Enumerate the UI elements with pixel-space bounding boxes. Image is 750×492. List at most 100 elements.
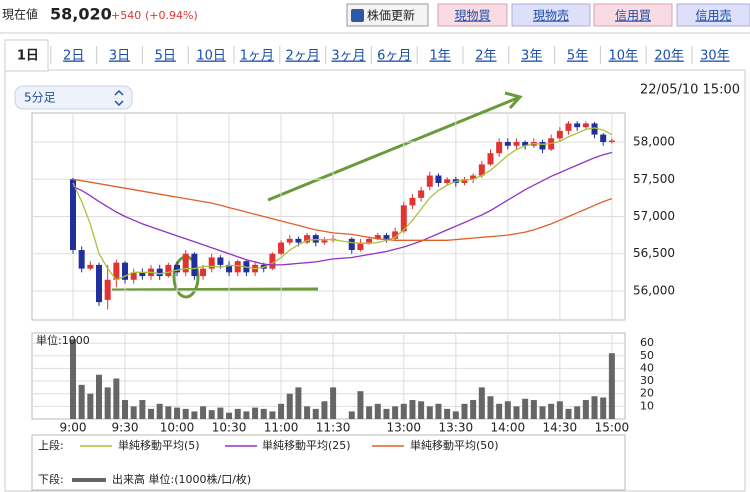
tab-active[interactable] — [4, 39, 49, 72]
tab[interactable]: 6ヶ月 — [377, 49, 411, 64]
volume-bar — [182, 408, 189, 419]
candle-body — [504, 142, 511, 146]
legend-entry: 単純移動平均(5) — [118, 438, 200, 452]
candle-body — [426, 175, 433, 187]
volume-bar — [556, 401, 563, 419]
moving-average — [72, 151, 613, 266]
tab[interactable]: 30年 — [700, 49, 730, 64]
x-tick-label: 11:00 — [264, 421, 299, 435]
candle-body — [312, 235, 319, 243]
candle-body — [478, 164, 485, 176]
tab[interactable]: 3年 — [521, 49, 542, 64]
candle-body — [130, 272, 137, 280]
select-icon — [114, 89, 124, 107]
volume-bar — [366, 406, 373, 419]
volume-bar — [574, 406, 581, 419]
volume-bar — [312, 408, 319, 419]
candle-body — [374, 235, 381, 239]
x-tick-label: 10:30 — [212, 421, 247, 435]
volume-bar — [608, 353, 615, 419]
candle-body — [608, 140, 615, 143]
volume-bar — [426, 406, 433, 419]
tab[interactable]: 2年 — [475, 49, 496, 64]
tab[interactable]: 2日 — [63, 49, 84, 64]
annotation-arrow — [267, 91, 523, 202]
volume-bar — [418, 401, 425, 419]
x-tick-label: 9:30 — [112, 421, 139, 435]
volume-bar — [565, 408, 572, 419]
button-label: 現物売 — [533, 8, 569, 23]
candle-body — [366, 238, 373, 243]
candle-body — [348, 238, 355, 251]
volume-bar — [487, 396, 494, 419]
candle-body — [522, 142, 529, 146]
candle-body — [357, 242, 364, 251]
tab[interactable]: 20年 — [654, 49, 684, 64]
price-label: 現在値 — [2, 7, 38, 22]
tab[interactable]: 1年 — [429, 49, 450, 64]
legend-label: 下段: — [38, 472, 64, 486]
interval-select[interactable] — [14, 85, 133, 110]
volume-bar — [409, 400, 416, 419]
candle-body — [321, 240, 328, 243]
button[interactable] — [593, 3, 673, 27]
tab[interactable]: 2ヶ月 — [286, 49, 320, 64]
candle-body — [87, 264, 94, 269]
tab[interactable]: 10年 — [609, 49, 639, 64]
button-label: 信用売 — [695, 8, 731, 23]
candle-body — [104, 279, 111, 300]
button[interactable] — [437, 3, 508, 27]
tab[interactable]: 10日 — [196, 49, 226, 64]
y-tick-label: 10 — [640, 399, 654, 412]
legend-entry: 単純移動平均(25) — [262, 438, 351, 452]
volume-bar — [295, 387, 302, 419]
x-tick-label: 14:30 — [543, 421, 578, 435]
volume-bar — [582, 400, 589, 419]
y-tick-label: 57,500 — [633, 172, 675, 186]
volume-bar — [357, 391, 364, 419]
y-tick-label: 57,000 — [633, 209, 675, 223]
tab[interactable]: 3日 — [109, 49, 130, 64]
volume-bar — [452, 411, 459, 419]
candle-body — [304, 235, 311, 243]
tab[interactable]: 1ヶ月 — [240, 49, 274, 64]
candle-body — [470, 175, 477, 180]
tab[interactable]: 5年 — [567, 49, 588, 64]
button[interactable] — [676, 3, 750, 27]
volume-bar — [208, 410, 215, 419]
volume-bar — [139, 400, 146, 419]
y-tick-label: 20 — [640, 387, 654, 400]
interval-label: 5分足 — [24, 91, 56, 105]
candle-body — [383, 235, 390, 239]
volume-bar — [374, 403, 381, 419]
legend-label: 上段: — [38, 438, 64, 452]
timestamp: 22/05/10 15:00 — [640, 83, 740, 98]
tab[interactable]: 3ヶ月 — [331, 49, 365, 64]
x-tick-label: 11:30 — [316, 421, 351, 435]
candle-body — [226, 264, 233, 273]
annotation-line — [111, 287, 319, 292]
tab[interactable]: 1日 — [17, 49, 39, 64]
tab[interactable]: 5日 — [155, 49, 176, 64]
candle-body — [556, 130, 563, 139]
button[interactable] — [346, 3, 429, 27]
candle-body — [156, 268, 163, 277]
candle-body — [286, 238, 293, 243]
volume-bar — [470, 400, 477, 419]
candle-body — [539, 142, 546, 150]
x-tick-label: 9:00 — [60, 421, 87, 435]
price: 58,020 — [50, 5, 112, 24]
x-tick-label: 13:30 — [439, 421, 474, 435]
volume-bar — [130, 406, 137, 419]
button-label: 現物買 — [454, 9, 490, 23]
volume-bar — [148, 408, 155, 419]
volume-bar — [234, 408, 241, 419]
price-change-pct: (+0.94%) — [145, 9, 198, 22]
chart-panel — [4, 69, 746, 492]
candle-body — [139, 272, 146, 277]
button[interactable] — [511, 3, 591, 27]
y-tick-label: 60 — [640, 336, 654, 349]
y-tick-label: 56,000 — [633, 283, 675, 297]
